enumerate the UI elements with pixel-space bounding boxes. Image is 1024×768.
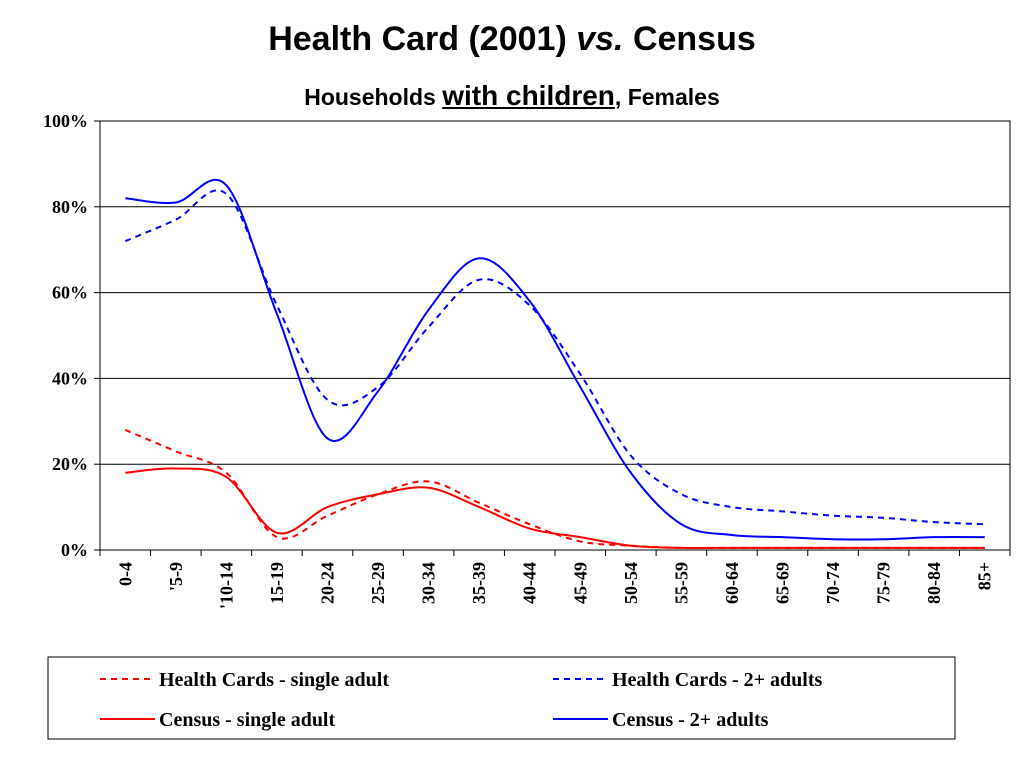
- chart-subtitle-pre: Households: [304, 84, 436, 110]
- series-line-census-2-adults: [125, 178, 985, 541]
- y-tick-label: 40%: [52, 368, 88, 388]
- y-tick-label: 100%: [43, 111, 88, 131]
- x-tick-label: 15-19: [267, 562, 287, 604]
- x-tick-label: 20-24: [318, 562, 338, 604]
- x-tick-label: 25-29: [368, 562, 388, 604]
- axes: 0% 20% 40% 60% 80% 100% 0-4 '5-9 '10-14 15-19 20-2…: [43, 111, 1011, 609]
- legend-label: Census - 2+ adults: [612, 709, 769, 731]
- x-tick-label: 60-64: [722, 562, 742, 604]
- x-tick-label: 50-54: [621, 562, 641, 604]
- y-tick-label: 0%: [61, 540, 88, 560]
- series-lines: [124, 178, 985, 550]
- x-tick-label: 80-84: [924, 562, 944, 604]
- x-tick-label: 65-69: [773, 562, 793, 604]
- series-line-census-single-adult: [125, 467, 985, 550]
- x-tick-label: 30-34: [419, 562, 439, 604]
- legend-box: [47, 656, 956, 740]
- x-tick-label: 40-44: [520, 562, 540, 604]
- series-line-health-cards-single-adult: [124, 428, 985, 550]
- x-tick-label: 85+: [975, 562, 995, 590]
- legend: Health Cards - single adult Health Cards …: [47, 656, 956, 740]
- chart-title-vs: vs.: [576, 20, 624, 58]
- x-tick-label: 0-4: [115, 562, 135, 586]
- x-tick-label: 75-79: [874, 562, 894, 604]
- x-tick-label: '10-14: [216, 562, 236, 609]
- y-tick-label: 80%: [52, 197, 88, 217]
- legend-label: Health Cards - 2+ adults: [612, 669, 823, 691]
- y-tick-label: 60%: [52, 283, 88, 303]
- chart-subtitle-post: , Females: [614, 84, 720, 110]
- legend-label: Health Cards - single adult: [159, 669, 389, 691]
- chart-title: Health Card (2001) vs. Census: [0, 20, 1024, 59]
- x-tick-label: 70-74: [823, 562, 843, 604]
- x-tick-label: 55-59: [671, 562, 691, 604]
- x-tick-label: 45-49: [570, 562, 590, 604]
- x-tick-label: '5-9: [166, 562, 186, 591]
- gridlines: [100, 206, 1010, 465]
- x-tick-label: 35-39: [469, 562, 489, 604]
- legend-label: Census - single adult: [159, 709, 335, 731]
- chart-subtitle-emphasis: with children: [442, 80, 615, 111]
- chart-title-main: Health Card (2001): [268, 20, 567, 58]
- y-tick-label: 20%: [52, 454, 88, 474]
- chart-subtitle: Households with children, Females: [0, 80, 1024, 112]
- chart-title-tail: Census: [632, 20, 756, 58]
- series-line-health-cards-2-adults: [124, 189, 985, 526]
